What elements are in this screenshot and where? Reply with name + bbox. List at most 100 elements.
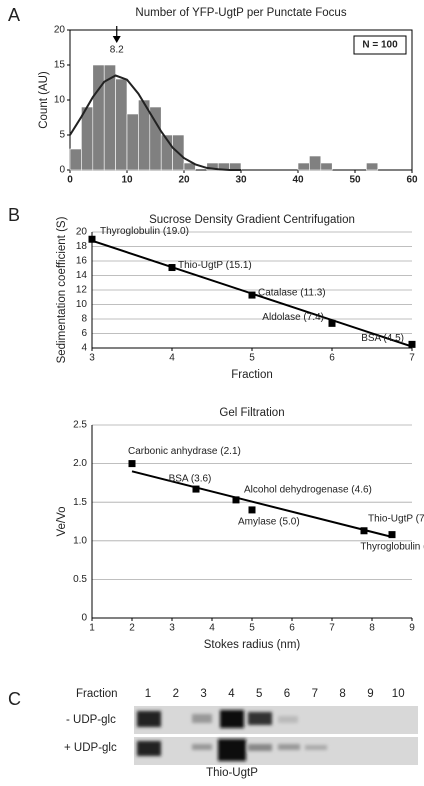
- gel-lane-label: 3: [200, 688, 206, 700]
- bar: [366, 163, 377, 170]
- y-tick-label: 18: [76, 241, 88, 252]
- gel-lane-label: 5: [256, 688, 262, 700]
- point: [329, 320, 336, 327]
- x-tick-label: 3: [169, 623, 175, 634]
- chart-title: Sucrose Density Gradient Centrifugation: [149, 214, 355, 226]
- x-tick-label: 10: [121, 175, 133, 186]
- band: [137, 711, 161, 727]
- y-tick-label: 16: [76, 256, 88, 267]
- chart-title: Number of YFP-UgtP per Punctate Focus: [135, 7, 346, 19]
- gel-header: Fraction: [76, 688, 118, 700]
- x-tick-label: 7: [329, 623, 335, 634]
- band: [192, 714, 212, 723]
- gel-lane-label: 4: [228, 688, 235, 700]
- y-tick-label: 8: [81, 314, 87, 325]
- y-tick-label: 2.5: [73, 420, 87, 431]
- gel-lane-label: 6: [284, 688, 290, 700]
- gel-lane-label: 9: [367, 688, 373, 700]
- bar: [93, 65, 104, 170]
- y-tick-label: 14: [76, 270, 88, 281]
- y-tick-label: 15: [54, 60, 66, 71]
- y-tick-label: 0: [81, 613, 87, 624]
- band: [218, 739, 246, 761]
- y-tick-label: 12: [76, 285, 88, 296]
- point: [89, 236, 96, 243]
- x-tick-label: 2: [129, 623, 135, 634]
- point-label: BSA (4.5): [361, 333, 404, 344]
- x-tick-label: 0: [67, 175, 73, 186]
- x-tick-label: 20: [178, 175, 190, 186]
- panel-label: A: [8, 5, 20, 25]
- point-label: Thyroglobulin (19.0): [100, 226, 189, 237]
- x-tick-label: 5: [249, 623, 255, 634]
- x-tick-label: 50: [349, 175, 361, 186]
- band: [248, 712, 272, 725]
- bar: [70, 149, 81, 170]
- band: [278, 744, 300, 750]
- bar: [81, 107, 92, 170]
- point-label: Thyroglobulin (8.5): [360, 541, 424, 552]
- x-tick-label: 30: [235, 175, 247, 186]
- chart-title: Gel Filtration: [219, 407, 284, 419]
- bar: [321, 163, 332, 170]
- y-tick-label: 10: [76, 299, 88, 310]
- point-label: Thio-UgtP (7.8): [368, 513, 424, 524]
- point-label: Catalase (11.3): [258, 288, 326, 299]
- y-tick-label: 5: [59, 130, 65, 141]
- bar: [116, 79, 127, 170]
- gel-lane-label: 1: [145, 688, 151, 700]
- gel-lane-label: 7: [312, 688, 318, 700]
- x-tick-label: 8: [369, 623, 375, 634]
- y-tick-label: 6: [81, 328, 87, 339]
- y-tick-label: 0: [59, 165, 65, 176]
- annotation: N = 100: [362, 40, 398, 51]
- band: [220, 710, 244, 728]
- y-tick-label: 1.0: [73, 535, 87, 546]
- gel-strip: [134, 737, 418, 765]
- y-axis-label: Sedimentation coefficient (S): [56, 216, 68, 363]
- bar: [230, 163, 241, 170]
- y-axis-label: Ve/Vo: [56, 506, 68, 536]
- x-tick-label: 60: [406, 175, 418, 186]
- x-tick-label: 4: [209, 623, 215, 634]
- point-label: Aldolase (7.4): [262, 312, 324, 323]
- point-label: Alcohol dehydrogenase (4.6): [244, 485, 372, 496]
- gel-row-label: - UDP-glc: [66, 714, 116, 726]
- gel-row-label: + UDP-glc: [64, 742, 117, 754]
- band: [137, 741, 161, 756]
- band: [305, 745, 327, 750]
- gel-lane-label: 10: [392, 688, 405, 700]
- y-tick-label: 2.0: [73, 458, 87, 469]
- x-tick-label: 9: [409, 623, 415, 634]
- x-tick-label: 6: [329, 353, 335, 364]
- x-tick-label: 40: [292, 175, 304, 186]
- band: [278, 716, 298, 723]
- x-tick-label: 7: [409, 353, 415, 364]
- point: [129, 460, 136, 467]
- x-tick-label: 6: [289, 623, 295, 634]
- point-label: Amylase (5.0): [238, 517, 300, 528]
- y-tick-label: 10: [54, 95, 66, 106]
- y-tick-label: 20: [54, 25, 66, 36]
- x-axis-label: Stokes radius (nm): [204, 639, 301, 651]
- x-tick-label: 3: [89, 353, 95, 364]
- gel-strip: [134, 706, 418, 734]
- gel-lane-label: 8: [339, 688, 345, 700]
- point: [233, 496, 240, 503]
- point-label: Carbonic anhydrase (2.1): [128, 446, 241, 457]
- point: [193, 486, 200, 493]
- y-tick-label: 20: [76, 227, 88, 238]
- point: [169, 264, 176, 271]
- point: [249, 292, 256, 299]
- bar: [127, 114, 138, 170]
- band: [248, 744, 272, 751]
- y-axis-label: Count (AU): [38, 71, 50, 129]
- x-tick-label: 5: [249, 353, 255, 364]
- x-axis-label: Fraction: [231, 369, 273, 381]
- point: [409, 341, 416, 348]
- panel-label: C: [8, 689, 21, 709]
- y-tick-label: 4: [81, 343, 87, 354]
- y-tick-label: 1.5: [73, 497, 87, 508]
- x-tick-label: 1: [89, 623, 95, 634]
- band: [192, 744, 212, 750]
